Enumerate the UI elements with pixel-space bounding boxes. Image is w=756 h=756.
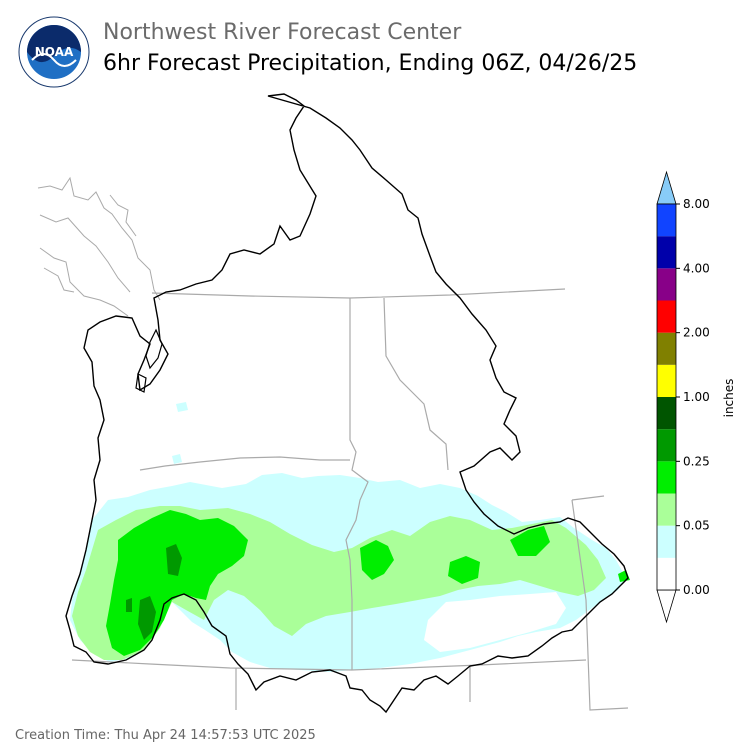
precip-gap xyxy=(424,592,566,652)
basin-outline-sound xyxy=(145,328,163,370)
colorbar-ticks: 0.00 0.05 0.25 1.00 2.00 4.00 8.00 xyxy=(676,197,710,597)
colorbar-segment xyxy=(657,268,676,301)
precip-area-heavy xyxy=(166,544,182,576)
page-subtitle: 6hr Forecast Precipitation, Ending 06Z, … xyxy=(103,51,638,76)
colorbar-segment xyxy=(657,204,676,237)
precip-field xyxy=(70,402,630,672)
colorbar-segment xyxy=(657,429,676,462)
colorbar-segment xyxy=(657,364,676,397)
precip-area-heavy xyxy=(138,596,156,640)
state-borders xyxy=(71,288,629,711)
basin-outline-sound xyxy=(135,373,147,393)
colorbar-segment xyxy=(657,236,676,269)
precip-area-moderate xyxy=(360,540,394,580)
colorbar-segment xyxy=(657,525,676,558)
coastline xyxy=(37,176,161,317)
colorbar-tick-label: 4.00 xyxy=(683,261,710,275)
colorbar-over-arrow xyxy=(656,170,677,205)
colorbar-segment xyxy=(657,493,676,526)
colorbar-tick-label: 0.05 xyxy=(683,519,710,533)
colorbar-segment xyxy=(657,461,676,494)
colorbar-under-arrow xyxy=(656,589,677,624)
page-title: Northwest River Forecast Center xyxy=(103,20,462,45)
basin-outline xyxy=(65,93,629,714)
creation-time: Creation Time: Thu Apr 24 14:57:53 UTC 2… xyxy=(15,728,316,743)
noaa-logo-icon: NOAA xyxy=(18,16,90,88)
colorbar-segment xyxy=(657,397,676,430)
precip-area-moderate xyxy=(510,526,550,556)
colorbar-tick-label: 2.00 xyxy=(683,326,710,340)
colorbar-tick-label: 0.00 xyxy=(683,583,710,597)
colorbar-tick-label: 0.25 xyxy=(683,454,710,468)
colorbar-tick-label: 8.00 xyxy=(683,197,710,211)
colorbar-segments xyxy=(656,170,677,624)
colorbar-unit-label: inches xyxy=(722,379,736,418)
colorbar-tick-label: 1.00 xyxy=(683,390,710,404)
precip-area-heavy xyxy=(126,598,132,612)
precip-area-moderate xyxy=(448,556,480,584)
colorbar-segment xyxy=(657,300,676,333)
colorbar-segment xyxy=(657,557,676,590)
logo-text: NOAA xyxy=(35,45,74,59)
precip-area-trace xyxy=(176,402,188,412)
precip-area-trace xyxy=(172,454,182,464)
colorbar-segment xyxy=(657,332,676,365)
